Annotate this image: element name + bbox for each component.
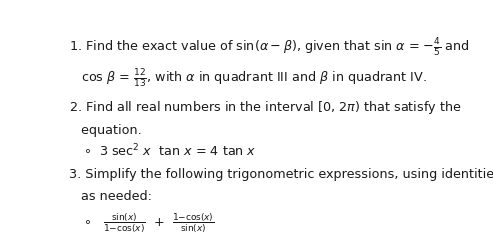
Text: cos $\beta$ = $\frac{12}{13}$, with $\alpha$ in quadrant III and $\beta$ in quad: cos $\beta$ = $\frac{12}{13}$, with $\al… <box>69 67 426 89</box>
Text: 1. Find the exact value of sin($\alpha - \beta$), given that sin $\alpha$ = $-\f: 1. Find the exact value of sin($\alpha -… <box>69 36 469 58</box>
Text: as needed:: as needed: <box>69 190 151 203</box>
Text: $\circ$  3 sec$^{2}$ $x$  tan $x$ = 4 tan $x$: $\circ$ 3 sec$^{2}$ $x$ tan $x$ = 4 tan … <box>83 143 256 159</box>
Text: $\circ$   $\frac{\sin(x)}{1{-}\cos(x)}$  +  $\frac{1{-}\cos(x)}{\sin(x)}$: $\circ$ $\frac{\sin(x)}{1{-}\cos(x)}$ + … <box>83 211 214 235</box>
Text: equation.: equation. <box>69 124 141 137</box>
Text: 2. Find all real numbers in the interval [0, 2$\pi$) that satisfy the: 2. Find all real numbers in the interval… <box>69 99 461 116</box>
Text: 3. Simplify the following trigonometric expressions, using identities: 3. Simplify the following trigonometric … <box>69 167 493 181</box>
